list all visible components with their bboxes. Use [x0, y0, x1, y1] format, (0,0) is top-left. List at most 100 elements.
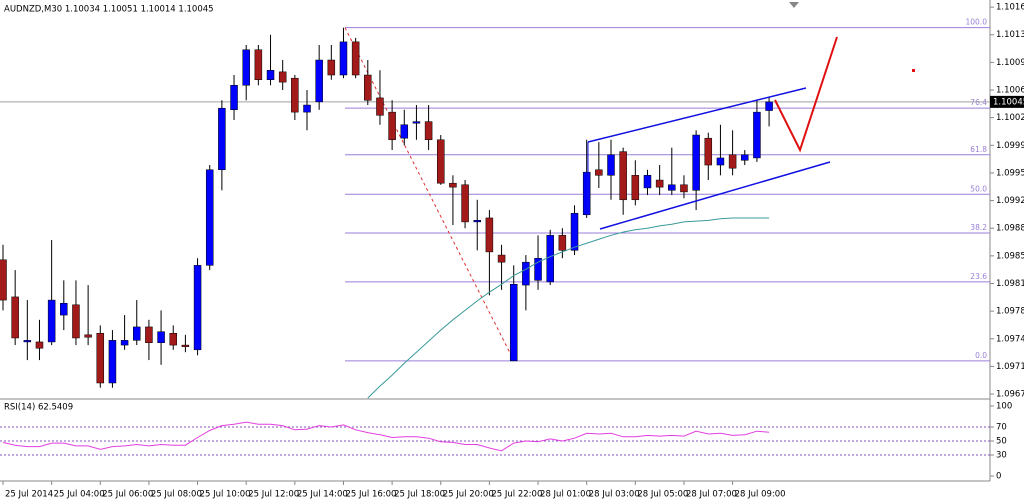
candle-body: [741, 154, 749, 161]
candle-body: [643, 175, 652, 189]
rsi-tick-label: 70: [996, 423, 1007, 433]
channel-bottom: [599, 161, 831, 230]
candle-body: [412, 121, 421, 124]
y-tick-label: 1.09710: [996, 362, 1024, 372]
y-tick-label: 1.09780: [996, 307, 1024, 317]
candle-body: [461, 184, 469, 223]
x-tick-label: 28 Jul 09:00: [735, 490, 786, 500]
candle-body: [108, 340, 117, 384]
x-tick-label: 25 Jul 08:00: [151, 490, 202, 500]
candle-body: [595, 169, 603, 176]
y-tick-label: 1.10165: [996, 3, 1024, 13]
candle-body: [388, 111, 396, 141]
rsi-tick-label: 30: [996, 451, 1007, 461]
candle-body: [303, 104, 311, 113]
candle-body: [558, 235, 567, 251]
candle-body: [120, 340, 129, 346]
candle-body: [473, 220, 481, 223]
candle-body: [157, 331, 165, 343]
x-tick-label: 25 Jul 10:00: [200, 490, 251, 500]
candle-body: [145, 326, 153, 343]
candle-body: [376, 97, 384, 116]
candle-body: [509, 284, 518, 362]
last-price-box: [990, 95, 1024, 108]
candle-body: [96, 332, 105, 384]
y-tick-label: 1.09675: [996, 390, 1024, 400]
candle-body: [72, 304, 80, 339]
candle-body: [692, 134, 700, 191]
fib-connector: [344, 27, 515, 362]
candle-body: [522, 261, 530, 286]
chart-title: AUDNZD,M30 1.10034 1.10051 1.10014 1.100…: [4, 5, 214, 15]
candle-body: [169, 332, 177, 346]
candle-body: [546, 235, 554, 283]
candle-body: [680, 184, 688, 193]
candle-body: [704, 137, 713, 166]
candle-body: [424, 121, 433, 141]
fib-label: 23.6: [970, 272, 987, 281]
x-tick-label: 25 Jul 18:00: [394, 490, 445, 500]
candle-body: [570, 212, 579, 251]
rsi-tick-label: 100: [996, 402, 1012, 412]
candle-body: [327, 59, 336, 76]
x-tick-label: 28 Jul 07:00: [686, 490, 737, 500]
plot-layer: 1.10165 1.10130 1.10095 1.10060 1.10025 1.099…: [0, 3, 1024, 500]
x-tick-label: 25 Jul 06:00: [102, 490, 153, 500]
candle-body: [449, 182, 457, 188]
candle-body: [582, 171, 591, 216]
x-tick-label: 25 Jul 16:00: [345, 490, 396, 500]
rsi-tick-label: 50: [996, 437, 1007, 447]
candle-body: [607, 154, 615, 176]
fib-label: 0.0: [975, 351, 987, 360]
candle-body: [364, 74, 372, 101]
y-tick-label: 1.09885: [996, 224, 1024, 234]
candle-body: [753, 111, 761, 159]
marker-dot: [912, 69, 915, 72]
candle-body: [400, 124, 409, 139]
x-tick-label: 25 Jul 14:00: [297, 490, 348, 500]
y-tick-label: 1.09920: [996, 196, 1024, 206]
x-tick-label: 28 Jul 05:00: [637, 490, 688, 500]
x-tick-label: 25 Jul 22:00: [491, 490, 542, 500]
y-tick-label: 1.10130: [996, 30, 1024, 40]
rsi-tick-label: 0: [996, 472, 1001, 482]
candle-body: [655, 179, 664, 188]
x-tick-label: 28 Jul 03:00: [589, 490, 640, 500]
y-tick-label: 1.10025: [996, 113, 1024, 123]
candle-body: [485, 217, 494, 253]
y-tick-label: 1.09955: [996, 168, 1024, 178]
fib-label: 100.0: [966, 18, 988, 27]
candle-body: [230, 85, 238, 111]
candle-body: [631, 175, 640, 201]
candle-body: [84, 334, 92, 338]
y-tick-label: 1.09745: [996, 334, 1024, 344]
candle-body: [497, 254, 506, 263]
channel-top: [587, 87, 807, 143]
candle-body: [437, 139, 445, 184]
candle-body: [242, 49, 250, 86]
candle-body: [728, 154, 737, 169]
candle-body: [133, 326, 141, 341]
moving-average: [367, 217, 770, 399]
candle-body: [205, 169, 214, 266]
x-tick-label: 25 Jul 12:00: [248, 490, 299, 500]
candle-body: [266, 70, 275, 81]
candle-body: [668, 184, 676, 191]
candle-body: [291, 77, 299, 113]
rsi-line: [2, 421, 770, 452]
candle-body: [534, 257, 542, 281]
candle-body: [254, 49, 263, 81]
x-tick-label: 25 Jul 20:00: [443, 490, 494, 500]
candle-body: [339, 41, 348, 76]
fib-label: 76.4: [970, 98, 987, 107]
candle-body: [716, 157, 725, 166]
y-tick-label: 1.09815: [996, 279, 1024, 289]
candle-body: [351, 41, 360, 76]
y-tick-label: 1.09850: [996, 251, 1024, 261]
fib-label: 61.8: [970, 145, 987, 154]
x-tick-label: 28 Jul 01:00: [540, 490, 591, 500]
x-tick-label: 25 Jul 04:00: [54, 490, 105, 500]
candle-body: [218, 107, 226, 171]
